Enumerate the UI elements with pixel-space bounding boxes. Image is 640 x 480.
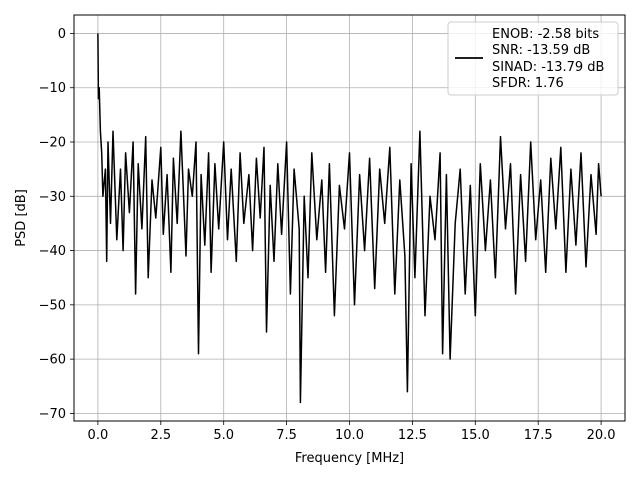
- y-ticks: 0 −10 −20 −30 −40 −50 −60 −70: [39, 27, 74, 422]
- x-tick-label: 5.0: [213, 428, 234, 443]
- x-axis-label: Frequency [MHz]: [295, 451, 404, 466]
- legend-text-sinad: SINAD: -13.79 dB: [492, 60, 604, 75]
- y-tick-label: −20: [39, 136, 66, 151]
- x-tick-label: 12.5: [398, 428, 427, 443]
- y-tick-label: −60: [39, 353, 66, 368]
- y-tick-label: −70: [39, 407, 66, 422]
- x-ticks: 0.0 2.5 5.0 7.5 10.0 12.5 15.0 17.5 20.0: [88, 421, 616, 443]
- y-tick-label: −50: [39, 298, 66, 313]
- legend: ENOB: -2.58 bits SNR: -13.59 dB SINAD: -…: [447, 21, 619, 96]
- psd-series-line: [97, 33, 602, 404]
- x-tick-label: 10.0: [335, 428, 364, 443]
- y-tick-label: −10: [39, 81, 66, 96]
- legend-text-sfdr: SFDR: 1.76: [492, 76, 564, 91]
- plot-frame: [73, 14, 626, 422]
- x-tick-label: 2.5: [150, 428, 171, 443]
- x-tick-label: 17.5: [524, 428, 553, 443]
- y-tick-label: −30: [39, 190, 66, 205]
- x-tick-label: 7.5: [276, 428, 297, 443]
- y-axis-label: PSD [dB]: [14, 189, 29, 247]
- legend-box: [447, 21, 619, 96]
- legend-text-snr: SNR: -13.59 dB: [492, 43, 590, 58]
- x-tick-label: 15.0: [461, 428, 490, 443]
- y-tick-label: −40: [39, 244, 66, 259]
- legend-text-enob: ENOB: -2.58 bits: [492, 27, 599, 42]
- series-layer: [97, 33, 602, 404]
- y-tick-label: 0: [58, 27, 66, 42]
- x-tick-label: 20.0: [587, 428, 616, 443]
- x-tick-label: 0.0: [88, 428, 109, 443]
